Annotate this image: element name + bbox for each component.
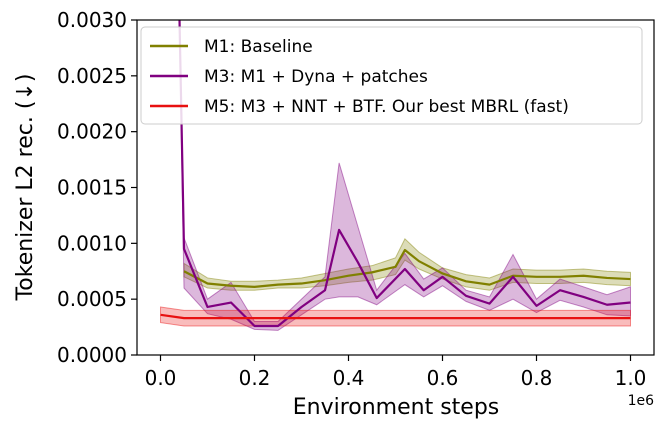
x-tick-label: 0.6 xyxy=(427,366,459,390)
x-tick-label: 0.0 xyxy=(145,366,177,390)
series-2-line xyxy=(178,20,631,328)
y-axis-label: Tokenizer L2 rec. (↓) xyxy=(13,74,38,302)
x-axis-offset-label: 1e6 xyxy=(628,393,655,409)
legend-label: M5: M3 + NNT + BTF. Our best MBRL (fast) xyxy=(204,97,569,117)
x-axis-label: Environment steps xyxy=(293,395,500,420)
x-axis-ticks: 0.0 0.2 0.4 0.6 0.8 1.0 xyxy=(145,355,647,390)
series-lines xyxy=(160,20,631,328)
series-1-line xyxy=(183,248,631,288)
legend-box xyxy=(140,26,643,125)
y-tick-label: 0.0000 xyxy=(57,343,127,367)
y-tick-label: 0.0015 xyxy=(57,176,127,200)
series-3-line xyxy=(160,313,631,320)
y-tick-label: 0.0020 xyxy=(57,120,127,144)
y-tick-label: 0.0010 xyxy=(57,231,127,255)
x-tick-label: 0.4 xyxy=(333,366,365,390)
y-tick-label: 0.0005 xyxy=(57,287,127,311)
legend-label: M1: Baseline xyxy=(204,37,313,57)
y-tick-label: 0.0030 xyxy=(57,8,127,32)
legend-label: M3: M1 + Dyna + patches xyxy=(204,67,428,87)
legend: M1: Baseline M3: M1 + Dyna + patches M5: M… xyxy=(140,26,643,125)
x-tick-label: 0.2 xyxy=(239,366,271,390)
y-axis-ticks: 0.0000 0.0005 0.0010 0.0015 0.0020 0.0025 0.00… xyxy=(57,8,137,367)
x-tick-label: 0.8 xyxy=(521,366,553,390)
x-tick-label: 1.0 xyxy=(615,366,647,390)
y-tick-label: 0.0025 xyxy=(57,64,127,88)
